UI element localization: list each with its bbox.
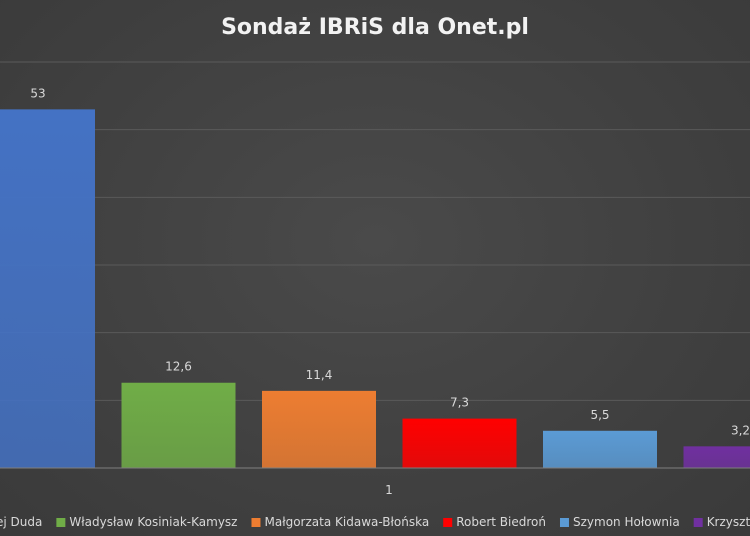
data-label: 53 <box>30 86 45 100</box>
legend-swatch <box>443 518 453 527</box>
legend-swatch <box>251 518 261 527</box>
chart-title: Sondaż IBRiS dla Onet.pl <box>221 15 529 40</box>
data-label: 3,2 <box>731 423 750 437</box>
x-tick-label: 1 <box>385 483 393 497</box>
legend-label: Władysław Kosiniak-Kamysz <box>69 515 237 529</box>
legend-label: Małgorzata Kidawa-Błońska <box>264 515 429 529</box>
bar <box>543 430 657 468</box>
bar <box>262 390 376 468</box>
legend-label: Andrzej Duda <box>0 515 42 529</box>
legend-swatch <box>56 518 66 527</box>
data-label: 7,3 <box>450 396 469 410</box>
bar <box>402 418 517 468</box>
legend-swatch <box>693 518 703 527</box>
data-label: 5,5 <box>590 408 609 422</box>
legend-label: Robert Biedroń <box>456 515 546 529</box>
data-label: 11,4 <box>306 368 333 382</box>
legend-label: Krzysztof Bosak <box>707 515 750 529</box>
bar <box>0 109 95 468</box>
legend-label: Szymon Hołownia <box>573 515 680 529</box>
data-label: 12,6 <box>165 360 192 374</box>
bar <box>683 446 750 468</box>
legend-swatch <box>559 518 569 527</box>
bar <box>121 382 236 468</box>
